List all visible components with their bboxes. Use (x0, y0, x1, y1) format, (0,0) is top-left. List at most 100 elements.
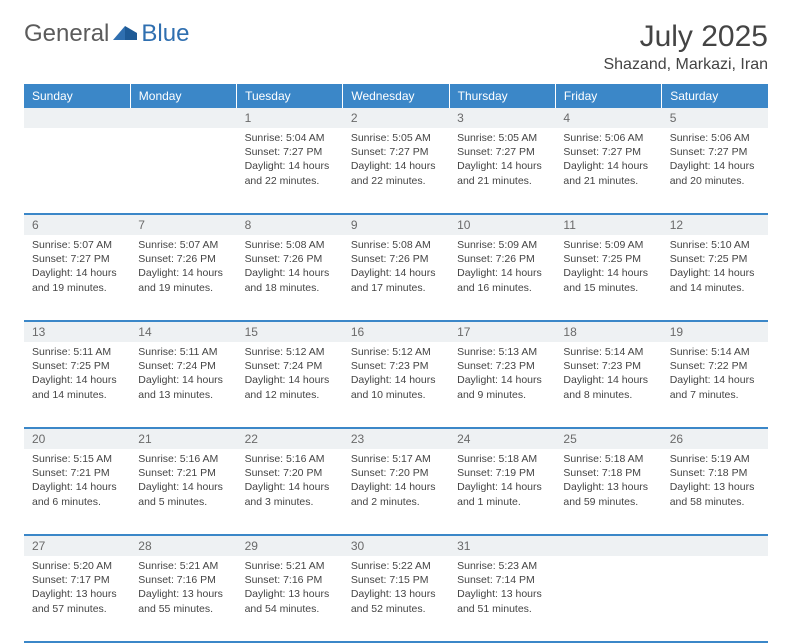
day-details: Sunrise: 5:10 AMSunset: 7:25 PMDaylight:… (662, 235, 768, 301)
day-number-row: 6789101112 (24, 214, 768, 235)
day-number-cell: 18 (555, 321, 661, 342)
day-number-cell: 26 (662, 428, 768, 449)
day-body-cell: Sunrise: 5:04 AMSunset: 7:27 PMDaylight:… (237, 128, 343, 214)
logo-mark-icon (113, 22, 139, 47)
weekday-header: Tuesday (237, 84, 343, 108)
day-details: Sunrise: 5:19 AMSunset: 7:18 PMDaylight:… (662, 449, 768, 515)
title-block: July 2025 Shazand, Markazi, Iran (603, 20, 768, 74)
day-number-cell: 23 (343, 428, 449, 449)
weekday-header: Monday (130, 84, 236, 108)
day-body-cell: Sunrise: 5:11 AMSunset: 7:25 PMDaylight:… (24, 342, 130, 428)
weekday-header: Friday (555, 84, 661, 108)
day-body-cell: Sunrise: 5:19 AMSunset: 7:18 PMDaylight:… (662, 449, 768, 535)
day-details: Sunrise: 5:15 AMSunset: 7:21 PMDaylight:… (24, 449, 130, 515)
day-details: Sunrise: 5:14 AMSunset: 7:23 PMDaylight:… (555, 342, 661, 408)
day-details: Sunrise: 5:09 AMSunset: 7:26 PMDaylight:… (449, 235, 555, 301)
day-details: Sunrise: 5:17 AMSunset: 7:20 PMDaylight:… (343, 449, 449, 515)
day-number-cell (662, 535, 768, 556)
day-body-cell: Sunrise: 5:08 AMSunset: 7:26 PMDaylight:… (237, 235, 343, 321)
day-number-cell: 20 (24, 428, 130, 449)
location: Shazand, Markazi, Iran (603, 56, 768, 74)
logo-text-blue: Blue (141, 20, 189, 48)
day-body-cell: Sunrise: 5:17 AMSunset: 7:20 PMDaylight:… (343, 449, 449, 535)
day-body-cell: Sunrise: 5:08 AMSunset: 7:26 PMDaylight:… (343, 235, 449, 321)
day-body-cell: Sunrise: 5:05 AMSunset: 7:27 PMDaylight:… (449, 128, 555, 214)
day-body-cell: Sunrise: 5:09 AMSunset: 7:26 PMDaylight:… (449, 235, 555, 321)
weekday-header-row: SundayMondayTuesdayWednesdayThursdayFrid… (24, 84, 768, 108)
weekday-header: Wednesday (343, 84, 449, 108)
day-number-cell: 7 (130, 214, 236, 235)
day-number-row: 13141516171819 (24, 321, 768, 342)
day-number-cell: 4 (555, 108, 661, 128)
day-details: Sunrise: 5:18 AMSunset: 7:19 PMDaylight:… (449, 449, 555, 515)
day-body-cell (662, 556, 768, 642)
day-details: Sunrise: 5:11 AMSunset: 7:24 PMDaylight:… (130, 342, 236, 408)
day-number-cell: 5 (662, 108, 768, 128)
day-number-row: 2728293031 (24, 535, 768, 556)
day-body-cell (24, 128, 130, 214)
day-body-cell: Sunrise: 5:14 AMSunset: 7:23 PMDaylight:… (555, 342, 661, 428)
day-body-cell (555, 556, 661, 642)
day-body-row: Sunrise: 5:15 AMSunset: 7:21 PMDaylight:… (24, 449, 768, 535)
day-details: Sunrise: 5:14 AMSunset: 7:22 PMDaylight:… (662, 342, 768, 408)
day-body-row: Sunrise: 5:11 AMSunset: 7:25 PMDaylight:… (24, 342, 768, 428)
day-body-cell (130, 128, 236, 214)
day-details: Sunrise: 5:18 AMSunset: 7:18 PMDaylight:… (555, 449, 661, 515)
day-body-cell: Sunrise: 5:20 AMSunset: 7:17 PMDaylight:… (24, 556, 130, 642)
day-number-cell: 13 (24, 321, 130, 342)
day-details: Sunrise: 5:16 AMSunset: 7:20 PMDaylight:… (237, 449, 343, 515)
weekday-header: Thursday (449, 84, 555, 108)
day-details: Sunrise: 5:11 AMSunset: 7:25 PMDaylight:… (24, 342, 130, 408)
day-body-cell: Sunrise: 5:14 AMSunset: 7:22 PMDaylight:… (662, 342, 768, 428)
day-body-row: Sunrise: 5:20 AMSunset: 7:17 PMDaylight:… (24, 556, 768, 642)
day-number-cell: 29 (237, 535, 343, 556)
day-body-cell: Sunrise: 5:15 AMSunset: 7:21 PMDaylight:… (24, 449, 130, 535)
day-number-cell: 27 (24, 535, 130, 556)
day-number-cell: 15 (237, 321, 343, 342)
day-number-cell (24, 108, 130, 128)
day-body-cell: Sunrise: 5:07 AMSunset: 7:27 PMDaylight:… (24, 235, 130, 321)
day-body-cell: Sunrise: 5:18 AMSunset: 7:18 PMDaylight:… (555, 449, 661, 535)
day-number-cell: 19 (662, 321, 768, 342)
day-body-cell: Sunrise: 5:21 AMSunset: 7:16 PMDaylight:… (237, 556, 343, 642)
day-number-cell: 2 (343, 108, 449, 128)
day-details: Sunrise: 5:13 AMSunset: 7:23 PMDaylight:… (449, 342, 555, 408)
day-details: Sunrise: 5:16 AMSunset: 7:21 PMDaylight:… (130, 449, 236, 515)
day-details: Sunrise: 5:07 AMSunset: 7:26 PMDaylight:… (130, 235, 236, 301)
day-body-row: Sunrise: 5:04 AMSunset: 7:27 PMDaylight:… (24, 128, 768, 214)
day-number-cell: 9 (343, 214, 449, 235)
day-number-cell: 22 (237, 428, 343, 449)
day-details: Sunrise: 5:08 AMSunset: 7:26 PMDaylight:… (237, 235, 343, 301)
day-body-cell: Sunrise: 5:06 AMSunset: 7:27 PMDaylight:… (555, 128, 661, 214)
page-header: General Blue July 2025 Shazand, Markazi,… (24, 20, 768, 74)
day-details: Sunrise: 5:04 AMSunset: 7:27 PMDaylight:… (237, 128, 343, 194)
day-details: Sunrise: 5:07 AMSunset: 7:27 PMDaylight:… (24, 235, 130, 301)
day-details: Sunrise: 5:06 AMSunset: 7:27 PMDaylight:… (662, 128, 768, 194)
day-number-cell (555, 535, 661, 556)
day-body-cell: Sunrise: 5:22 AMSunset: 7:15 PMDaylight:… (343, 556, 449, 642)
day-body-cell: Sunrise: 5:16 AMSunset: 7:21 PMDaylight:… (130, 449, 236, 535)
day-body-cell: Sunrise: 5:05 AMSunset: 7:27 PMDaylight:… (343, 128, 449, 214)
day-details: Sunrise: 5:09 AMSunset: 7:25 PMDaylight:… (555, 235, 661, 301)
day-body-cell: Sunrise: 5:23 AMSunset: 7:14 PMDaylight:… (449, 556, 555, 642)
logo-text-general: General (24, 20, 109, 48)
day-number-cell: 6 (24, 214, 130, 235)
day-number-cell: 17 (449, 321, 555, 342)
day-number-cell: 8 (237, 214, 343, 235)
day-body-cell: Sunrise: 5:12 AMSunset: 7:24 PMDaylight:… (237, 342, 343, 428)
day-body-cell: Sunrise: 5:11 AMSunset: 7:24 PMDaylight:… (130, 342, 236, 428)
day-number-cell: 24 (449, 428, 555, 449)
day-number-cell: 30 (343, 535, 449, 556)
day-details: Sunrise: 5:05 AMSunset: 7:27 PMDaylight:… (449, 128, 555, 194)
day-details: Sunrise: 5:12 AMSunset: 7:24 PMDaylight:… (237, 342, 343, 408)
day-body-cell: Sunrise: 5:18 AMSunset: 7:19 PMDaylight:… (449, 449, 555, 535)
day-body-cell: Sunrise: 5:09 AMSunset: 7:25 PMDaylight:… (555, 235, 661, 321)
month-title: July 2025 (603, 20, 768, 54)
day-body-cell: Sunrise: 5:13 AMSunset: 7:23 PMDaylight:… (449, 342, 555, 428)
day-number-cell (130, 108, 236, 128)
day-body-cell: Sunrise: 5:21 AMSunset: 7:16 PMDaylight:… (130, 556, 236, 642)
day-number-cell: 3 (449, 108, 555, 128)
day-number-cell: 31 (449, 535, 555, 556)
day-body-cell: Sunrise: 5:07 AMSunset: 7:26 PMDaylight:… (130, 235, 236, 321)
day-body-cell: Sunrise: 5:16 AMSunset: 7:20 PMDaylight:… (237, 449, 343, 535)
